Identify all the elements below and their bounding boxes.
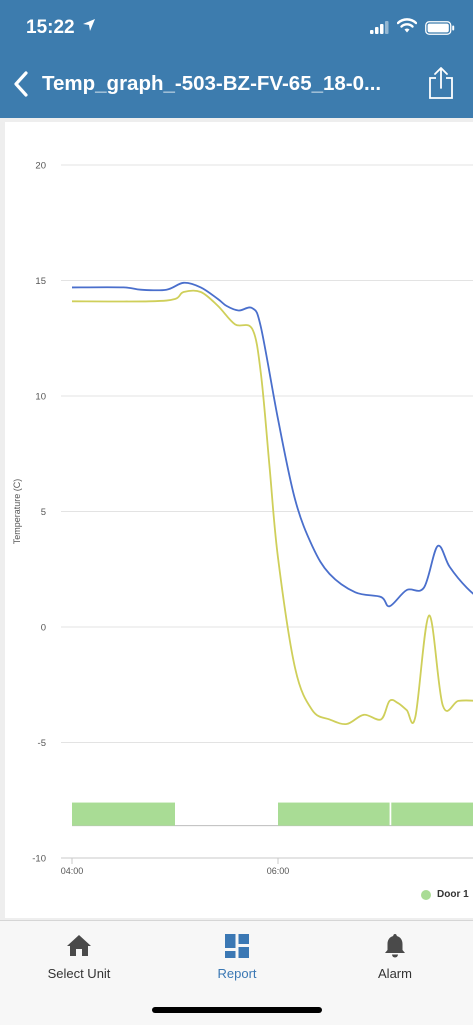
chart-legend[interactable]: Door 1 [421, 889, 469, 900]
tab-select-unit-label: Select Unit [0, 966, 158, 981]
y-tick-label: 5 [41, 507, 46, 518]
series-line [72, 291, 473, 738]
y-tick-label: 10 [35, 392, 46, 403]
x-tick-label: 04:00 [61, 866, 84, 876]
y-tick-label: 20 [35, 161, 46, 172]
door-open-bar [278, 803, 390, 826]
tab-alarm-label: Alarm [316, 966, 473, 981]
series-line [72, 283, 473, 608]
legend-door-label: Door 1 [437, 889, 469, 900]
y-axis-title: Temperature (C) [12, 479, 22, 545]
legend-door-marker [421, 890, 431, 900]
tab-select-unit[interactable]: Select Unit [0, 921, 158, 993]
grid-icon [224, 933, 250, 959]
door-open-bar [391, 803, 473, 826]
temperature-chart: 20151050-5-1004:0006:0008:0010:00Tempera… [0, 0, 473, 920]
tab-report-label: Report [158, 966, 316, 981]
bell-icon [383, 933, 407, 959]
home-indicator [152, 1007, 322, 1013]
y-tick-label: 0 [41, 623, 46, 634]
tab-report[interactable]: Report [158, 921, 316, 993]
y-tick-label: -5 [38, 738, 46, 749]
door-open-bar [72, 803, 175, 826]
y-tick-label: -10 [32, 854, 46, 865]
y-tick-label: 15 [35, 276, 46, 287]
x-tick-label: 06:00 [267, 866, 290, 876]
home-icon [66, 933, 92, 957]
tab-alarm[interactable]: Alarm [316, 921, 473, 993]
